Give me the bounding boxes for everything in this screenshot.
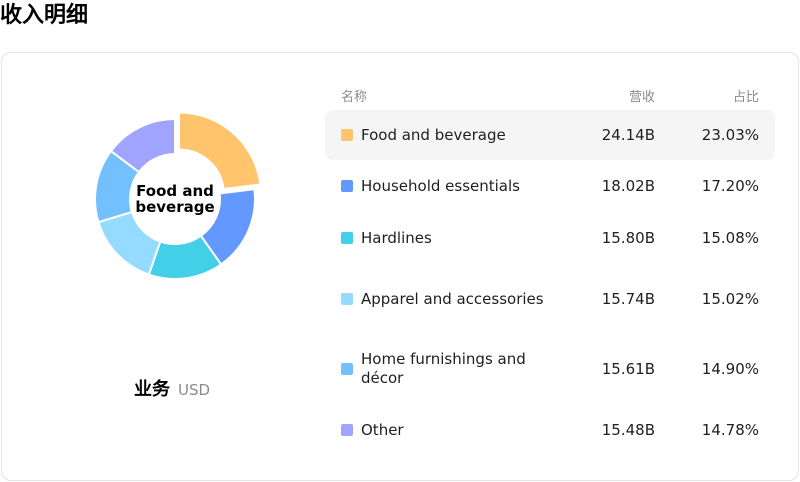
legend-swatch — [341, 180, 353, 192]
legend-swatch — [341, 129, 353, 141]
donut-chart: Food and beverage — [80, 104, 270, 294]
legend-swatch — [341, 363, 353, 375]
row-name-cell: Hardlines — [325, 229, 565, 248]
row-label: Household essentials — [361, 176, 520, 195]
table-row[interactable]: Home furnishings and décor 15.61B 14.90% — [325, 334, 775, 404]
table-header: 名称 营收 占比 — [325, 80, 775, 110]
table-body: Food and beverage 24.14B 23.03% Household e… — [325, 110, 775, 456]
row-revenue: 15.61B — [601, 360, 655, 378]
row-revenue: 15.48B — [601, 421, 655, 439]
caption-name: 业务 — [134, 379, 170, 400]
row-revenue: 24.14B — [601, 126, 655, 144]
row-name-cell: Other — [325, 421, 565, 440]
row-share: 23.03% — [701, 126, 759, 144]
table-row[interactable]: Other 15.48B 14.78% — [325, 404, 775, 456]
row-name-cell: Apparel and accessories — [325, 290, 565, 309]
caption-unit: USD — [178, 381, 211, 399]
row-share: 14.90% — [701, 360, 759, 378]
table-row[interactable]: Household essentials 18.02B 17.20% — [325, 160, 775, 212]
header-name: 名称 — [341, 89, 368, 105]
legend-swatch — [341, 424, 353, 436]
row-label: Food and beverage — [361, 125, 506, 144]
chart-caption: 业务 USD — [134, 375, 210, 401]
row-name-cell: Food and beverage — [325, 126, 565, 145]
row-label: Apparel and accessories — [361, 289, 544, 308]
header-share: 占比 — [732, 89, 759, 105]
legend-swatch — [341, 293, 353, 305]
donut-slice-5[interactable] — [109, 117, 176, 174]
table-row[interactable]: Apparel and accessories 15.74B 15.02% — [325, 264, 775, 334]
row-label: Hardlines — [361, 228, 432, 247]
row-share: 14.78% — [701, 421, 759, 439]
breakdown-table: 名称 营收 占比 Food and beverage 24.14B 23.03% Ho… — [325, 80, 775, 456]
table-row[interactable]: Food and beverage 24.14B 23.03% — [325, 110, 775, 160]
row-label: Home furnishings and décor — [361, 350, 526, 387]
row-name-cell: Home furnishings and décor — [325, 350, 565, 388]
donut-slice-0[interactable] — [177, 111, 262, 191]
legend-swatch — [341, 232, 353, 244]
donut-slice-3[interactable] — [97, 210, 162, 276]
page-title: 收入明细 — [0, 3, 89, 28]
header-revenue: 营收 — [628, 89, 655, 105]
row-share: 15.02% — [701, 290, 759, 308]
row-name-cell: Household essentials — [325, 177, 565, 196]
row-share: 15.08% — [701, 229, 759, 247]
row-revenue: 18.02B — [601, 177, 655, 195]
row-revenue: 15.74B — [601, 290, 655, 308]
table-row[interactable]: Hardlines 15.80B 15.08% — [325, 212, 775, 264]
donut-svg — [94, 111, 262, 280]
row-share: 17.20% — [701, 177, 759, 195]
row-label: Other — [361, 420, 404, 439]
row-revenue: 15.80B — [601, 229, 655, 247]
